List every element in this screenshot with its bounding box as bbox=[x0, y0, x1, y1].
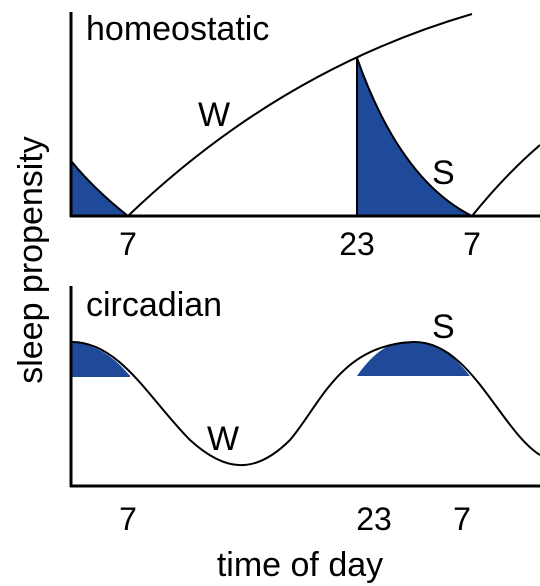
homeostatic-sleep-fill-night bbox=[357, 58, 472, 216]
homeostatic-wake-label: W bbox=[198, 96, 230, 134]
circadian-sleep-fill-left bbox=[72, 342, 130, 376]
y-axis-label: sleep propensity bbox=[12, 136, 50, 384]
circadian-curve bbox=[71, 340, 540, 467]
homeostatic-sleep-fill-left bbox=[72, 162, 128, 216]
circadian-tick-7-start: 7 bbox=[119, 501, 137, 537]
homeostatic-decay-curve-left bbox=[71, 161, 129, 217]
x-axis-label: time of day bbox=[217, 546, 383, 584]
circadian-tick-7-end: 7 bbox=[453, 501, 471, 537]
circadian-sleep-fill-night bbox=[357, 341, 470, 376]
homeostatic-panel: homeostatic W S 7 23 7 bbox=[69, 10, 540, 262]
homeostatic-tick-7-end: 7 bbox=[463, 226, 481, 262]
circadian-panel: circadian W S 7 23 7 bbox=[69, 286, 540, 537]
homeostatic-wake-curve-right bbox=[471, 144, 540, 217]
circadian-title: circadian bbox=[86, 286, 222, 324]
homeostatic-tick-7-start: 7 bbox=[119, 226, 137, 262]
homeostatic-title: homeostatic bbox=[86, 10, 269, 48]
homeostatic-sleep-label: S bbox=[432, 154, 455, 192]
homeostatic-tick-23: 23 bbox=[339, 226, 375, 262]
circadian-sleep-label: S bbox=[432, 308, 455, 346]
homeostatic-sleep-curve bbox=[356, 57, 473, 217]
circadian-tick-23: 23 bbox=[356, 501, 392, 537]
homeostatic-wake-curve bbox=[127, 13, 473, 217]
circadian-wake-label: W bbox=[207, 420, 239, 458]
